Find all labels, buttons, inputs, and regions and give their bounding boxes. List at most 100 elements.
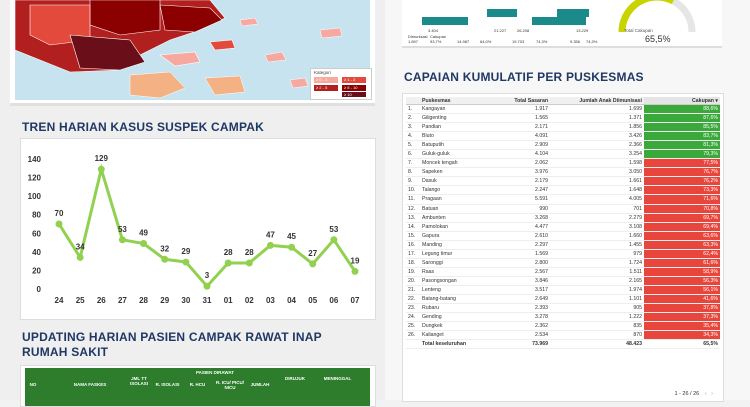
row-index: 3. — [406, 122, 420, 133]
row-index: 2. — [406, 113, 420, 124]
next-page-icon[interactable]: › — [711, 391, 713, 397]
row-cakupan: 63,6% — [644, 231, 720, 241]
rawat-inap-title-1: UPDATING HARIAN PASIEN CAMPAK RAWAT INAP — [22, 330, 322, 344]
madura-map[interactable] — [10, 0, 375, 100]
table-row[interactable]: 12. Batuan 990 701 70,8% — [406, 204, 720, 214]
row-puskesmas: Batuan — [420, 204, 494, 214]
data-point[interactable] — [245, 259, 253, 267]
row-jumlah-anak: 3.108 — [550, 222, 644, 232]
table-row[interactable]: 21. Lenteng 3.517 1.974 56,1% — [406, 285, 720, 295]
col-r-isolasi: R. ISOLASI — [155, 382, 180, 387]
data-label: 28 — [224, 248, 233, 257]
row-cakupan: 70,8% — [644, 204, 720, 214]
table-row[interactable]: 16. Manding 2.297 1.455 63,3% — [406, 240, 720, 250]
row-index: 25. — [406, 321, 420, 332]
data-label: 32 — [160, 244, 169, 253]
label-dimunisasi: Dimunisasi — [408, 34, 428, 39]
row-total-sasaran: 5.591 — [494, 194, 550, 205]
table-row[interactable]: 8. Sapeken 3.976 3.050 76,7% — [406, 167, 720, 178]
map-legend: Kategori ≥ 0 - 1 ≥ 1 - 2 ≥ 2 - 5 ≥ 5 - 1… — [310, 68, 372, 100]
table-row[interactable]: 23. Rubaru 2.393 905 37,8% — [406, 303, 720, 314]
total-diimunisasi: 48.423 — [550, 339, 644, 350]
col-cakupan-sort[interactable]: Cakupan ▾ — [644, 97, 720, 105]
table-row[interactable]: 18. Saronggi 2.800 1.724 61,6% — [406, 258, 720, 268]
table-row[interactable]: 26. Kalianget 2.534 870 34,3% — [406, 330, 720, 341]
x-tick-label: 01 — [224, 296, 233, 305]
map-island-3 — [239, 17, 259, 27]
table-row[interactable]: 2. Giligenting 1.565 1.371 87,6% — [406, 113, 720, 124]
data-point[interactable] — [224, 259, 232, 267]
table-row[interactable]: 1. Kangayan 1.917 1.699 88,6% — [406, 104, 720, 115]
pagination[interactable]: 1 - 26 / 26 ‹ › — [674, 391, 713, 397]
table-row[interactable]: 10. Talango 2.247 1.648 73,3% — [406, 185, 720, 196]
x-tick-label: 31 — [203, 296, 212, 305]
table-row[interactable]: 11. Pragaan 5.591 4.005 71,6% — [406, 194, 720, 205]
table-row[interactable]: 17. Legung timur 1.569 979 62,4% — [406, 249, 720, 259]
data-point[interactable] — [97, 165, 105, 173]
table-row[interactable]: 15. Gapura 2.610 1.660 63,6% — [406, 231, 720, 241]
table-row[interactable]: 5. Batuputih 2.909 2.366 81,3% — [406, 140, 720, 151]
total-index — [406, 339, 420, 350]
row-index: 16. — [406, 240, 420, 250]
table-header-row: Puskesmas Total Sasaran Jumlah Anak Diim… — [406, 97, 720, 105]
gauge-value: 65,5% — [645, 34, 671, 44]
data-point[interactable] — [309, 260, 317, 268]
table-row[interactable]: 14. Pamolokan 4.477 3.108 69,4% — [406, 222, 720, 232]
data-label: 34 — [76, 242, 85, 251]
data-point[interactable] — [330, 236, 338, 244]
row-puskesmas: Kangayan — [420, 104, 494, 115]
data-point[interactable] — [351, 267, 359, 275]
row-puskesmas: Guluk-guluk — [420, 149, 494, 160]
data-point[interactable] — [118, 236, 126, 244]
row-total-sasaran: 2.062 — [494, 158, 550, 169]
trend-title: TREN HARIAN KASUS SUSPEK CAMPAK — [22, 120, 264, 134]
data-point[interactable] — [55, 220, 63, 228]
table-row[interactable]: 13. Ambunten 3.268 2.279 69,7% — [406, 213, 720, 223]
table-row[interactable]: 24. Gending 3.278 1.222 37,3% — [406, 312, 720, 323]
col-jumlah-anak[interactable]: Jumlah Anak Diimunisasi — [550, 97, 644, 105]
row-jumlah-anak: 2.165 — [550, 276, 644, 286]
table-row[interactable]: 22. Batang-batang 2.649 1.101 41,6% — [406, 294, 720, 305]
col-total-sasaran[interactable]: Total Sasaran — [494, 97, 550, 105]
mid-number-4: 13.229 — [576, 28, 589, 33]
data-label: 70 — [55, 209, 64, 218]
data-point[interactable] — [161, 255, 169, 263]
row-total-sasaran: 1.569 — [494, 249, 550, 259]
row-index: 7. — [406, 158, 420, 169]
col-index — [406, 97, 420, 105]
y-tick-label: 120 — [28, 174, 42, 183]
x-tick-label: 30 — [181, 296, 190, 305]
col-dirujuk: DIRUJUK — [284, 376, 305, 381]
map-island-4 — [264, 51, 287, 63]
row-total-sasaran: 2.567 — [494, 267, 550, 277]
x-tick-label: 02 — [245, 296, 254, 305]
row-puskesmas: Kalianget — [420, 330, 494, 341]
table-row[interactable]: 25. Dungkek 2.362 835 35,4% — [406, 321, 720, 332]
table-row[interactable]: 20. Pasongsongan 3.846 2.165 56,3% — [406, 276, 720, 286]
table-row[interactable]: 19. Raas 2.567 1.511 58,9% — [406, 267, 720, 277]
data-point[interactable] — [76, 253, 84, 261]
stats-summary: 3.404 21.227 26.208 13.229 Dimunisasi Ca… — [402, 0, 722, 48]
stat-box-1 — [422, 17, 468, 25]
data-point[interactable] — [288, 243, 296, 251]
map-island-1 — [159, 51, 201, 67]
table-row[interactable]: 9. Dasuk 2.179 1.661 76,2% — [406, 176, 720, 187]
table-row[interactable]: 6. Guluk-guluk 4.104 3.254 79,3% — [406, 149, 720, 160]
data-point[interactable] — [203, 282, 211, 290]
stat-box-2 — [487, 9, 517, 17]
data-point[interactable] — [140, 240, 148, 247]
row-cakupan: 79,3% — [644, 149, 720, 160]
table-row[interactable]: 4. Bluto 4.091 3.426 83,7% — [406, 131, 720, 142]
data-label: 3 — [205, 271, 210, 280]
x-tick-label: 24 — [55, 296, 64, 305]
row-total-sasaran: 1.917 — [494, 104, 550, 115]
data-point[interactable] — [266, 241, 274, 249]
stat-4-a: 9.356 — [570, 39, 581, 44]
row-jumlah-anak: 1.222 — [550, 312, 644, 323]
legend-item-5: ≥ 10 — [342, 92, 366, 97]
table-row[interactable]: 7. Moncek tengah 2.062 1.598 77,5% — [406, 158, 720, 169]
data-point[interactable] — [182, 258, 190, 266]
table-row[interactable]: 3. Pandian 2.171 1.856 85,5% — [406, 122, 720, 133]
col-puskesmas[interactable]: Puskesmas — [420, 97, 494, 105]
prev-page-icon[interactable]: ‹ — [704, 391, 707, 397]
